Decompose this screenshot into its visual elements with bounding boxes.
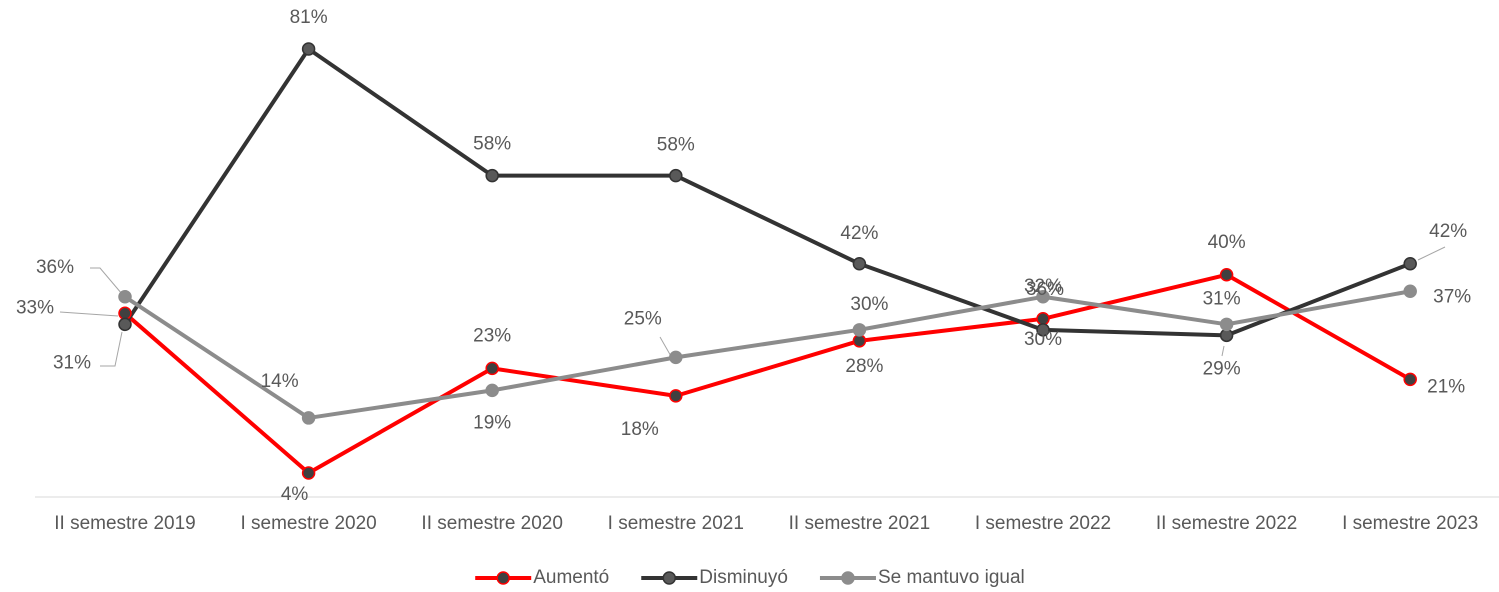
marker: [1403, 257, 1417, 271]
marker: [669, 350, 683, 365]
data-label: 23%: [473, 325, 511, 346]
x-tick-label: I semestre 2020: [240, 513, 376, 534]
series-line: [123, 47, 1411, 338]
marker: [1219, 328, 1234, 343]
marker: [485, 168, 499, 183]
data-label: 81%: [290, 7, 328, 28]
marker: [1219, 268, 1234, 282]
marker: [118, 290, 132, 304]
data-label: 37%: [1433, 286, 1471, 307]
marker: [1219, 317, 1234, 332]
leader-line: [100, 331, 123, 367]
x-tick-label: I semestre 2021: [608, 513, 744, 534]
data-label: 31%: [53, 352, 91, 373]
data-label: 29%: [1203, 358, 1241, 379]
marker: [301, 42, 316, 56]
data-label: 30%: [1024, 329, 1062, 350]
marker: [852, 323, 867, 337]
marker: [301, 466, 316, 480]
marker: [485, 361, 499, 376]
data-label: 4%: [281, 484, 309, 505]
data-label: 58%: [473, 134, 511, 155]
data-label: 33%: [16, 297, 54, 318]
legend-label: Aumentó: [533, 567, 609, 588]
marker: [669, 389, 683, 403]
data-label: 40%: [1208, 232, 1246, 253]
x-tick-label: II semestre 2021: [789, 513, 931, 534]
data-label: 30%: [850, 294, 888, 315]
leader-line: [59, 311, 119, 317]
legend-marker: [841, 571, 855, 585]
x-tick-label: I semestre 2022: [975, 513, 1111, 534]
legend-label: Se mantuvo igual: [878, 567, 1025, 588]
data-label: 42%: [1429, 221, 1467, 242]
data-label: 31%: [1203, 288, 1241, 309]
x-tick-label: I semestre 2023: [1342, 513, 1478, 534]
marker: [852, 257, 867, 271]
marker: [1036, 290, 1050, 304]
leader-line: [1221, 345, 1225, 357]
marker: [485, 383, 499, 398]
legend-marker: [662, 571, 677, 585]
marker: [1036, 323, 1050, 337]
data-label: 19%: [473, 412, 511, 433]
data-label: 32%: [1024, 276, 1062, 297]
marker: [301, 411, 316, 425]
data-label: 42%: [840, 223, 878, 244]
x-tick-label: II semestre 2020: [421, 513, 563, 534]
data-label: 25%: [624, 308, 662, 329]
marker: [852, 334, 867, 348]
data-label: 58%: [657, 135, 695, 156]
marker: [118, 317, 132, 332]
data-label: 36%: [36, 257, 74, 278]
data-label: 18%: [621, 419, 659, 440]
marker: [1403, 372, 1417, 387]
marker: [1036, 312, 1050, 326]
leader-line: [1417, 246, 1446, 261]
x-tick-label: II semestre 2022: [1156, 513, 1298, 534]
data-label: 28%: [845, 356, 883, 377]
series-line: [123, 272, 1412, 475]
marker: [1403, 284, 1417, 299]
marker: [118, 306, 132, 321]
x-tick-label: II semestre 2019: [54, 513, 196, 534]
marker: [669, 168, 683, 183]
data-label: 36%: [1026, 279, 1064, 300]
data-label: 14%: [261, 371, 299, 392]
legend-marker: [496, 571, 510, 585]
series-line: [123, 289, 1411, 420]
leader-line: [90, 267, 123, 295]
legend-label: Disminuyó: [699, 567, 788, 588]
data-label: 21%: [1427, 376, 1465, 397]
